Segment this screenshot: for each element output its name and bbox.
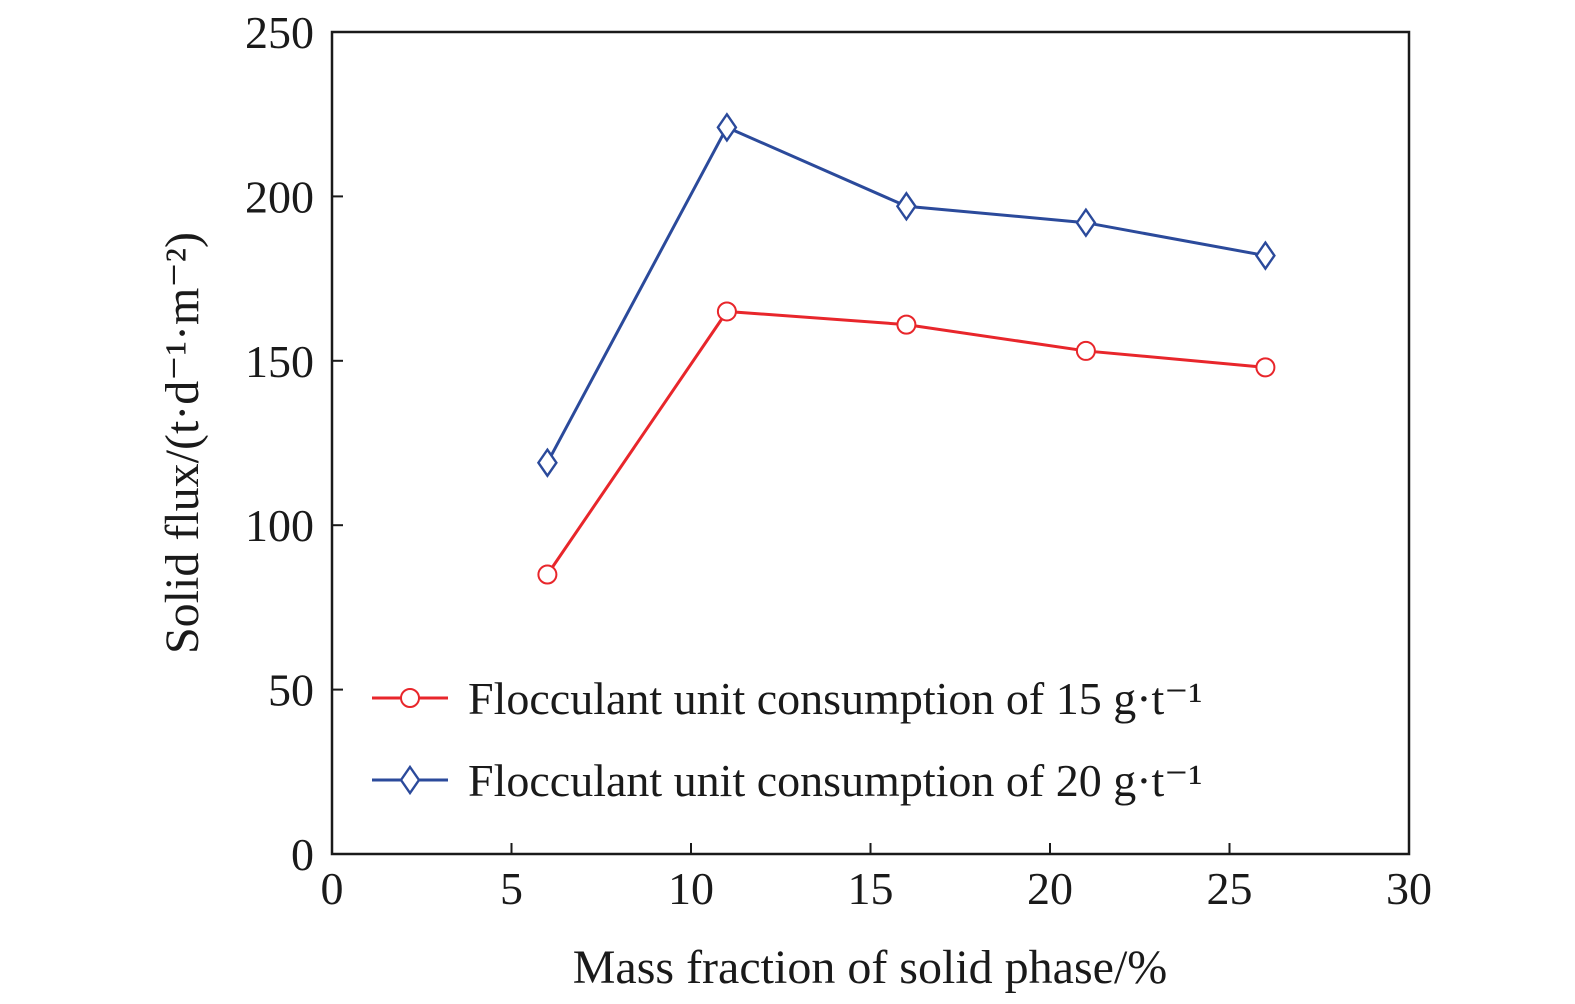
series-2-point	[895, 191, 917, 222]
x-tick-label: 20	[1027, 863, 1073, 914]
series-1-point	[537, 564, 558, 585]
y-tick-label: 100	[245, 500, 314, 551]
series-layer	[536, 112, 1276, 585]
x-tick-label: 10	[668, 863, 714, 914]
y-tick-label: 250	[245, 7, 314, 58]
legend-label: Flocculant unit consumption of 15 g·t⁻¹	[468, 673, 1202, 724]
series-2-line	[546, 125, 1266, 464]
y-axis-ticks: 0 50 100 150 200 250	[245, 7, 343, 880]
y-tick-label: 200	[245, 171, 314, 222]
y-tick-label: 0	[291, 829, 314, 880]
series-1-point	[716, 301, 737, 322]
x-tick-label: 5	[500, 863, 523, 914]
x-tick-label: 25	[1207, 863, 1253, 914]
legend: Flocculant unit consumption of 15 g·t⁻¹ F…	[372, 673, 1202, 806]
x-tick-label: 30	[1386, 863, 1432, 914]
x-axis-ticks: 0 5 10 15 20 25 30	[321, 843, 1432, 914]
series-1	[537, 301, 1276, 585]
legend-swatch-marker	[400, 688, 420, 708]
series-1-point	[896, 314, 917, 335]
y-tick-label: 50	[268, 665, 314, 716]
legend-item-1: Flocculant unit consumption of 15 g·t⁻¹	[372, 673, 1202, 724]
series-2	[536, 112, 1276, 478]
series-2-point	[536, 447, 558, 478]
series-1-line	[546, 309, 1266, 576]
series-2-point	[1075, 207, 1097, 238]
legend-swatch-marker	[399, 764, 421, 796]
series-2-point	[1254, 240, 1276, 271]
x-tick-label: 15	[848, 863, 894, 914]
y-tick-label: 150	[245, 336, 314, 387]
x-axis-title: Mass fraction of solid phase/%	[573, 941, 1168, 994]
x-tick-label: 0	[321, 863, 344, 914]
series-1-point	[1075, 340, 1096, 361]
series-2-point	[716, 112, 738, 143]
series-1-point	[1255, 357, 1276, 378]
legend-label: Flocculant unit consumption of 20 g·t⁻¹	[468, 755, 1202, 806]
legend-item-2: Flocculant unit consumption of 20 g·t⁻¹	[372, 755, 1202, 806]
y-axis-title: Solid flux/(t·d⁻¹·m⁻²)	[156, 232, 209, 654]
plot-frame	[330, 30, 1411, 856]
